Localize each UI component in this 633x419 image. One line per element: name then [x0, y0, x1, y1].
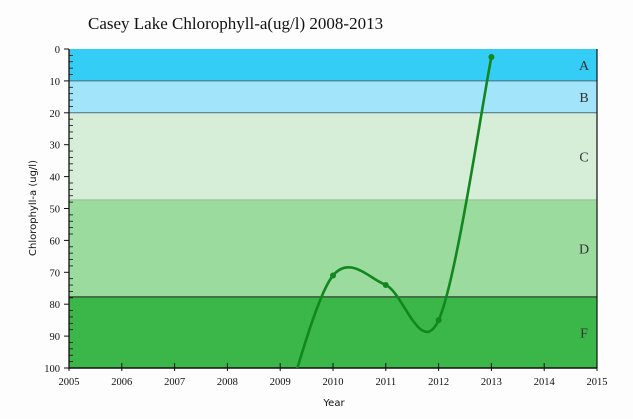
y-tick-label: 80: [50, 300, 61, 311]
x-tick-label: 2005: [59, 377, 80, 388]
band-d: [69, 199, 597, 297]
band-a: [69, 49, 597, 81]
band-label-a: A: [579, 59, 590, 74]
y-tick-label: 30: [50, 141, 61, 152]
band-label-b: B: [579, 91, 588, 106]
y-tick-label: 70: [50, 268, 61, 279]
series-line: [295, 56, 493, 368]
y-tick-label: 50: [50, 205, 61, 216]
y-tick-label: 90: [50, 332, 61, 343]
y-tick-label: 10: [50, 77, 61, 88]
band-label-f: F: [580, 326, 588, 341]
x-tick-label: 2006: [111, 377, 132, 388]
y-tick-label: 100: [44, 364, 60, 375]
x-tick-label: 2012: [428, 377, 449, 388]
band-f: [69, 296, 597, 368]
y-tick-label: 0: [55, 45, 60, 56]
x-tick-label: 2014: [534, 377, 556, 388]
x-tick-label: 2009: [270, 377, 291, 388]
band-b: [69, 80, 597, 113]
band-label-d: D: [579, 242, 589, 257]
data-point: [382, 282, 389, 289]
y-axis-label: Chlorophyll-a (ug/l): [28, 160, 39, 256]
data-point: [488, 53, 495, 60]
x-tick-label: 2015: [587, 377, 608, 388]
x-tick-label: 2007: [164, 377, 185, 388]
x-tick-label: 2010: [323, 377, 344, 388]
x-tick-label: 2008: [217, 377, 238, 388]
x-tick-label: 2011: [375, 377, 396, 388]
band-c: [69, 112, 597, 200]
data-point: [435, 317, 442, 324]
x-tick-label: 2013: [481, 377, 502, 388]
chart-title: Casey Lake Chlorophyll-a(ug/l) 2008-2013: [88, 14, 384, 33]
y-tick-label: 20: [50, 109, 61, 120]
band-label-c: C: [579, 150, 588, 165]
y-tick-label: 60: [50, 236, 61, 247]
x-axis-label: Year: [322, 398, 345, 409]
data-point: [330, 272, 336, 279]
y-tick-label: 40: [50, 173, 61, 184]
